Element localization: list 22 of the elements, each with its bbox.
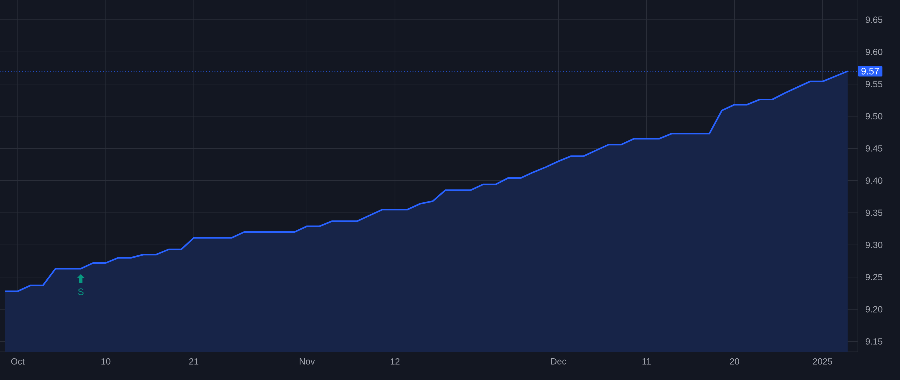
- y-tick-label: 9.60: [866, 48, 883, 56]
- ref-line-label: 9.57: [862, 68, 880, 75]
- x-tick-label: 20: [730, 358, 740, 365]
- x-tick-label: 10: [102, 358, 111, 365]
- x-tick-label: Nov: [300, 358, 316, 365]
- x-tick-label: 11: [642, 358, 651, 365]
- y-tick-label: 9.25: [866, 274, 883, 281]
- annotation: S: [78, 288, 84, 296]
- y-tick-label: 9.30: [866, 242, 883, 248]
- y-tick-label: 9.15: [866, 338, 883, 345]
- y-tick-label: 9.50: [866, 113, 883, 120]
- x-tick-label: 12: [390, 358, 400, 365]
- x-tick-label: Dec: [551, 358, 566, 365]
- y-tick-label: 9.40: [866, 178, 883, 184]
- y-tick-label: 9.20: [866, 306, 883, 313]
- y-tick-label: 9.35: [866, 210, 883, 216]
- y-tick-label: 9.45: [866, 145, 883, 152]
- x-tick-label: 21: [190, 358, 199, 365]
- x-tick-label: 2025: [813, 358, 832, 365]
- x-tick-label: Oct: [11, 358, 25, 365]
- y-tick-label: 9.65: [866, 16, 883, 24]
- y-tick-label: 9.55: [866, 81, 883, 88]
